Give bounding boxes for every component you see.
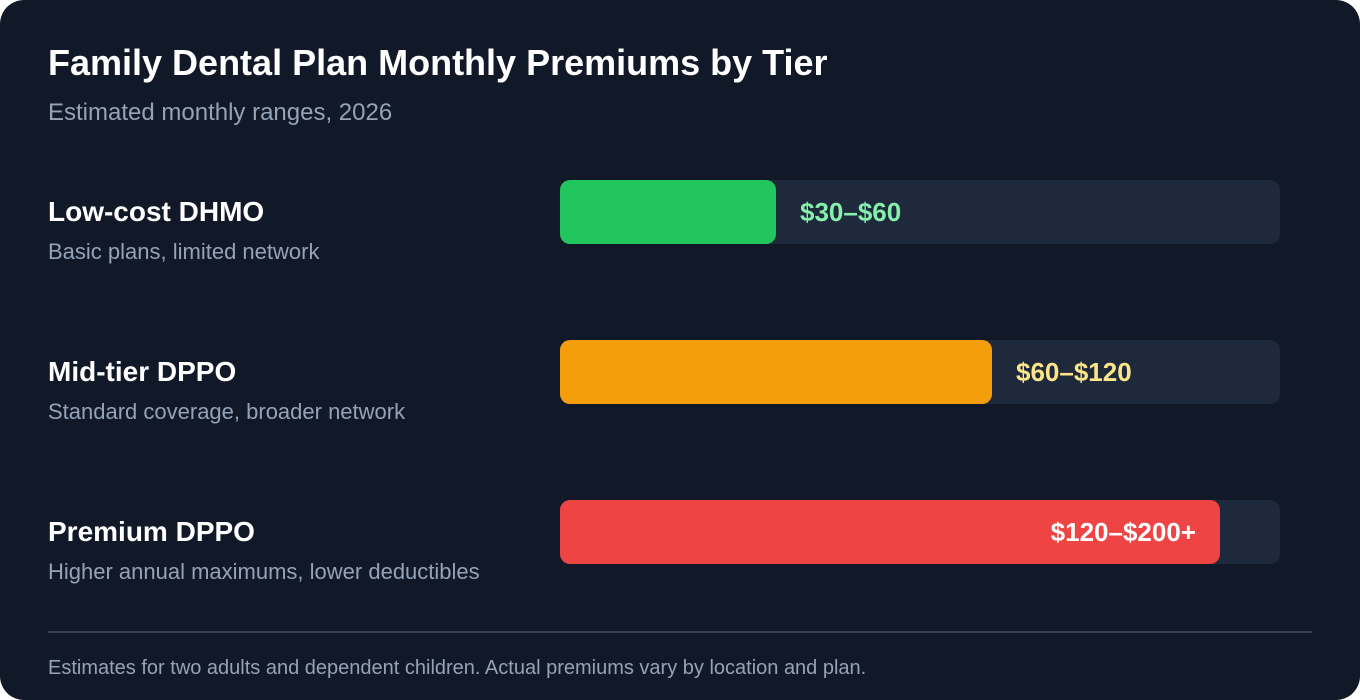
tier-name: Mid-tier DPPO: [48, 356, 237, 387]
tier-description: Basic plans, limited network: [48, 239, 320, 264]
chart-subtitle: Estimated monthly ranges, 2026: [48, 99, 393, 126]
tier-name: Premium DPPO: [48, 516, 255, 547]
bar-track: $120–$200+: [560, 500, 1280, 564]
bar-track: $30–$60: [560, 180, 1280, 244]
tier-name: Low-cost DHMO: [48, 196, 265, 227]
bar-fill: [560, 500, 1220, 564]
tier-description: Standard coverage, broader network: [48, 399, 406, 424]
bar-value-label: $30–$60: [800, 197, 902, 227]
bar-fill: [560, 180, 776, 244]
tier-description: Higher annual maximums, lower deductible…: [48, 559, 480, 584]
footnote: Estimates for two adults and dependent c…: [48, 657, 867, 679]
chart-title: Family Dental Plan Monthly Premiums by T…: [48, 42, 828, 83]
bar-value-label: $60–$120: [1016, 357, 1132, 387]
tier-row: Low-cost DHMO Basic plans, limited netwo…: [0, 180, 1360, 296]
bar-value-label: $120–$200+: [1050, 517, 1196, 547]
tier-row: Mid-tier DPPO Standard coverage, broader…: [0, 340, 1360, 456]
bar-track: $60–$120: [560, 340, 1280, 404]
footer-divider: [48, 631, 1312, 633]
tier-row: Premium DPPO Higher annual maximums, low…: [0, 500, 1360, 616]
bar-fill: [560, 340, 992, 404]
